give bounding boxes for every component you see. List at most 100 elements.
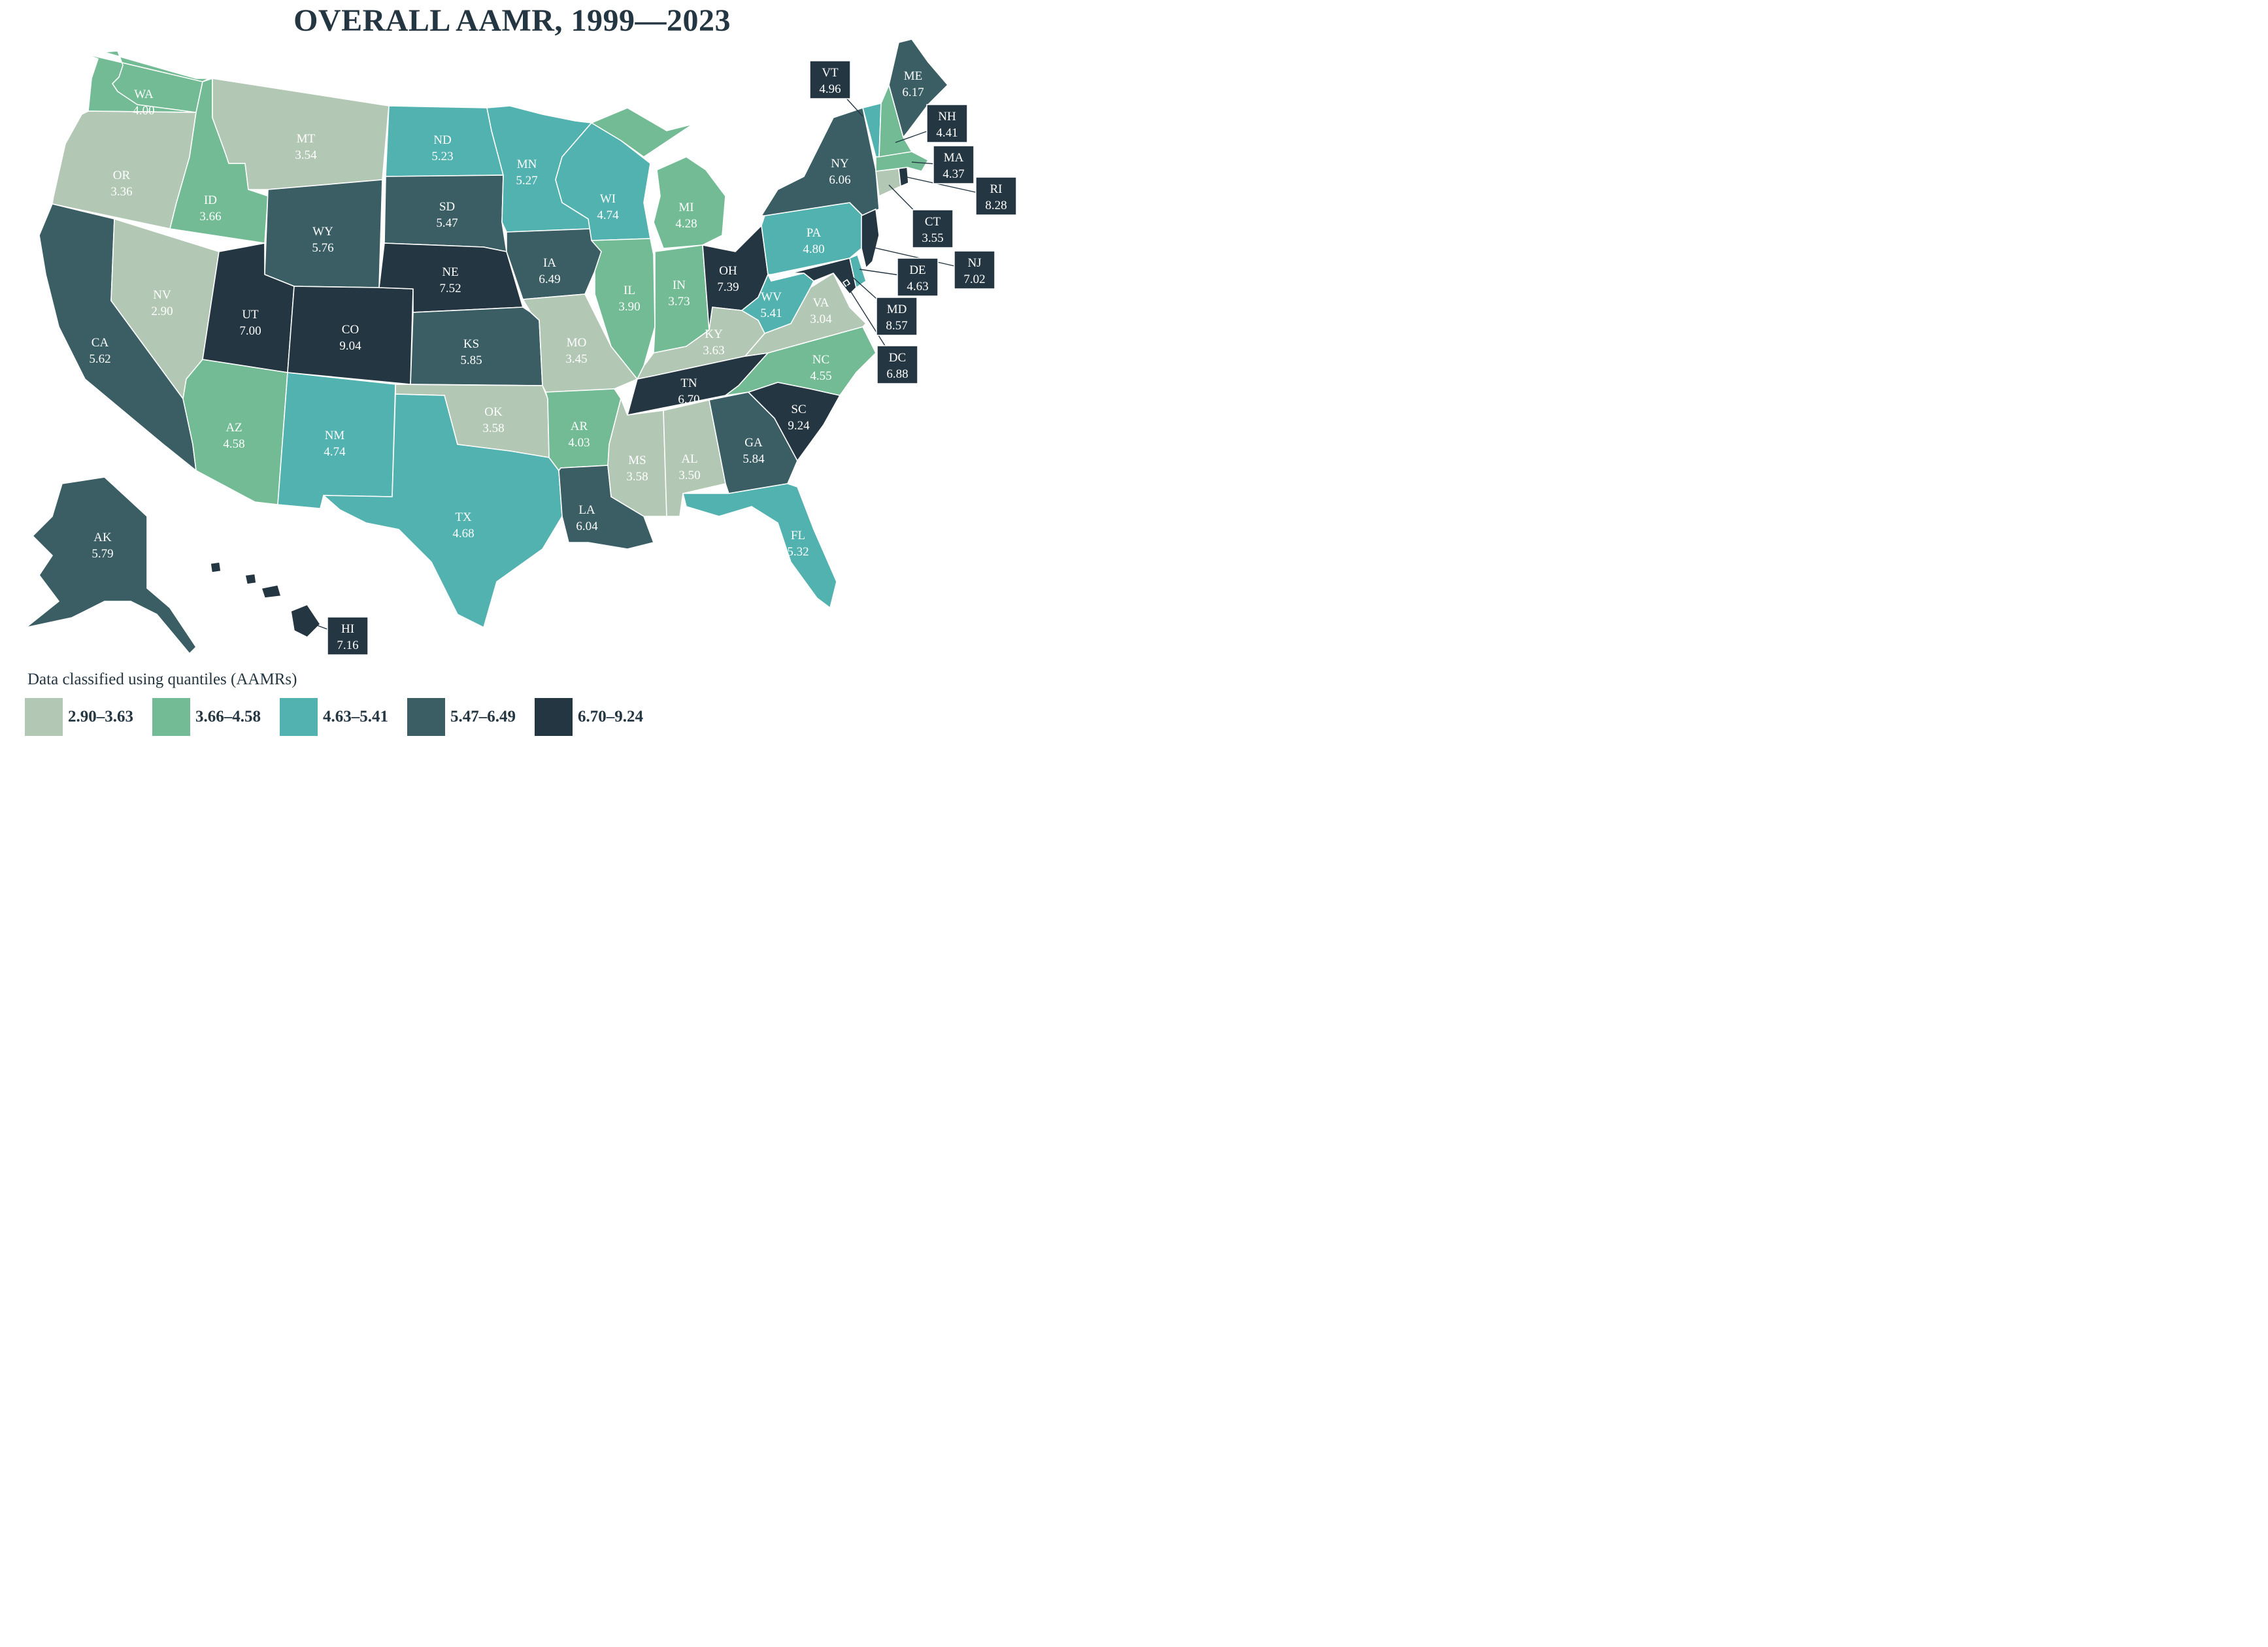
state-value-label-TN: 6.70 [678,393,699,407]
state-abbr-label-NC: NC [812,353,829,367]
state-value-label-NC: 4.55 [810,369,831,383]
state-CT [875,168,901,197]
state-abbr-label-MA: MA [944,151,964,165]
state-FL [682,483,837,608]
state-abbr-label-TX: TX [455,510,472,524]
state-abbr-label-MI: MI [678,201,693,214]
label-box-VT [809,60,851,99]
state-value-label-KY: 3.63 [703,344,724,358]
state-value-label-VA: 3.04 [810,312,832,326]
state-value-label-AL: 3.50 [678,469,700,482]
legend-swatch [407,698,445,736]
state-WA [83,50,210,113]
label-box-DC [876,345,918,384]
state-abbr-label-KY: KY [705,327,723,341]
state-abbr-label-ID: ID [204,193,217,207]
state-abbr-label-RI: RI [990,182,1003,196]
state-value-label-NE: 7.52 [439,282,461,295]
state-abbr-label-KS: KS [463,337,479,351]
state-abbr-label-IL: IL [624,284,635,297]
state-abbr-label-NE: NE [442,265,458,279]
state-value-label-PA: 4.80 [803,242,824,256]
legend-item: 6.70–9.24 [535,698,662,736]
boxed-label-HI: HI 7.16 [327,616,369,656]
state-NJ [861,208,880,269]
state-abbr-label-AR: AR [571,420,588,433]
state-value-label-CT: 3.55 [922,231,943,245]
state-value-label-ME: 6.17 [902,86,924,99]
state-abbr-label-ME: ME [904,69,923,83]
state-abbr-label-CT: CT [925,215,941,229]
legend-swatch [535,698,573,736]
state-abbr-label-NJ: NJ [967,256,981,270]
state-MI [591,107,726,249]
boxed-label-MD: MD 8.57 [876,297,918,336]
state-abbr-label-WV: WV [761,290,782,304]
boxed-labels: VT 4.96 ME 6.17 NH 4.41 MA 4.37 RI 8.28 CT 3.55 NJ 7.… [327,60,1017,656]
state-abbr-label-OK: OK [484,405,503,419]
boxed-label-NJ: NJ 7.02 [954,250,995,290]
legend-swatch [280,698,318,736]
state-abbr-label-HI: HI [341,622,354,636]
state-value-label-RI: 8.28 [985,199,1007,212]
state-abbr-label-WA: WA [134,88,154,101]
state-abbr-label-IA: IA [543,256,556,270]
state-abbr-label-NH: NH [938,110,956,124]
state-HI [210,561,321,638]
state-abbr-label-NV: NV [153,288,171,302]
state-abbr-label-SC: SC [791,403,806,416]
state-abbr-label-SD: SD [439,200,455,214]
boxed-label-RI: RI 8.28 [975,176,1017,216]
label-box-RI [975,176,1017,216]
state-abbr-label-DC: DC [889,351,906,365]
boxed-label-MA: MA 4.37 [933,145,975,184]
state-abbr-label-MT: MT [297,132,316,146]
state-value-label-IA: 6.49 [539,273,560,286]
state-abbr-label-PA: PA [807,226,822,240]
state-abbr-label-VA: VA [813,296,829,310]
state-abbr-label-CO: CO [342,323,359,337]
state-value-label-CA: 5.62 [89,352,110,366]
state-abbr-label-MS: MS [628,454,646,467]
state-NH [878,84,912,158]
state-abbr-label-UT: UT [242,308,259,322]
state-DE [849,254,867,288]
state-abbr-label-OH: OH [719,264,737,278]
state-AK [25,476,197,654]
state-value-label-ID: 3.66 [199,210,221,224]
state-NY [761,107,880,216]
state-value-label-OR: 3.36 [110,185,132,199]
state-abbr-label-MD: MD [887,303,907,316]
state-value-label-AK: 5.79 [92,547,113,561]
state-value-label-IL: 3.90 [618,300,640,314]
state-abbr-label-NM: NM [325,429,345,442]
state-value-label-CO: 9.04 [339,339,361,353]
boxed-label-DE: DE 4.63 [897,258,939,297]
state-value-label-VT: 4.96 [819,82,841,96]
state-abbr-label-MO: MO [567,336,587,350]
legend-item: 4.63–5.41 [280,698,407,736]
state-abbr-label-DE: DE [909,263,926,277]
state-abbr-label-IN: IN [673,278,686,292]
legend-item: 5.47–6.49 [407,698,535,736]
legend-swatch [25,698,63,736]
legend-label: 4.63–5.41 [323,708,388,725]
state-value-label-WY: 5.76 [312,241,333,255]
state-value-label-OK: 3.58 [482,422,504,435]
state-abbr-label-TN: TN [680,376,697,390]
state-abbr-label-NY: NY [831,157,849,171]
label-box-MA [933,145,975,184]
state-value-label-DE: 4.63 [907,280,928,293]
state-value-label-WA: 4.00 [133,104,154,118]
state-AZ [182,359,288,505]
legend-item: 2.90–3.63 [25,698,152,736]
state-value-label-MT: 3.54 [295,148,317,162]
state-value-label-MI: 4.28 [675,217,697,231]
boxed-label-NH: NH 4.41 [926,104,968,143]
state-abbr-label-AK: AK [93,531,112,544]
state-value-label-FL: 5.32 [787,545,809,559]
state-value-label-HI: 7.16 [337,639,358,652]
state-DC [842,279,850,287]
label-box-NJ [954,250,995,290]
state-MT [212,78,390,190]
